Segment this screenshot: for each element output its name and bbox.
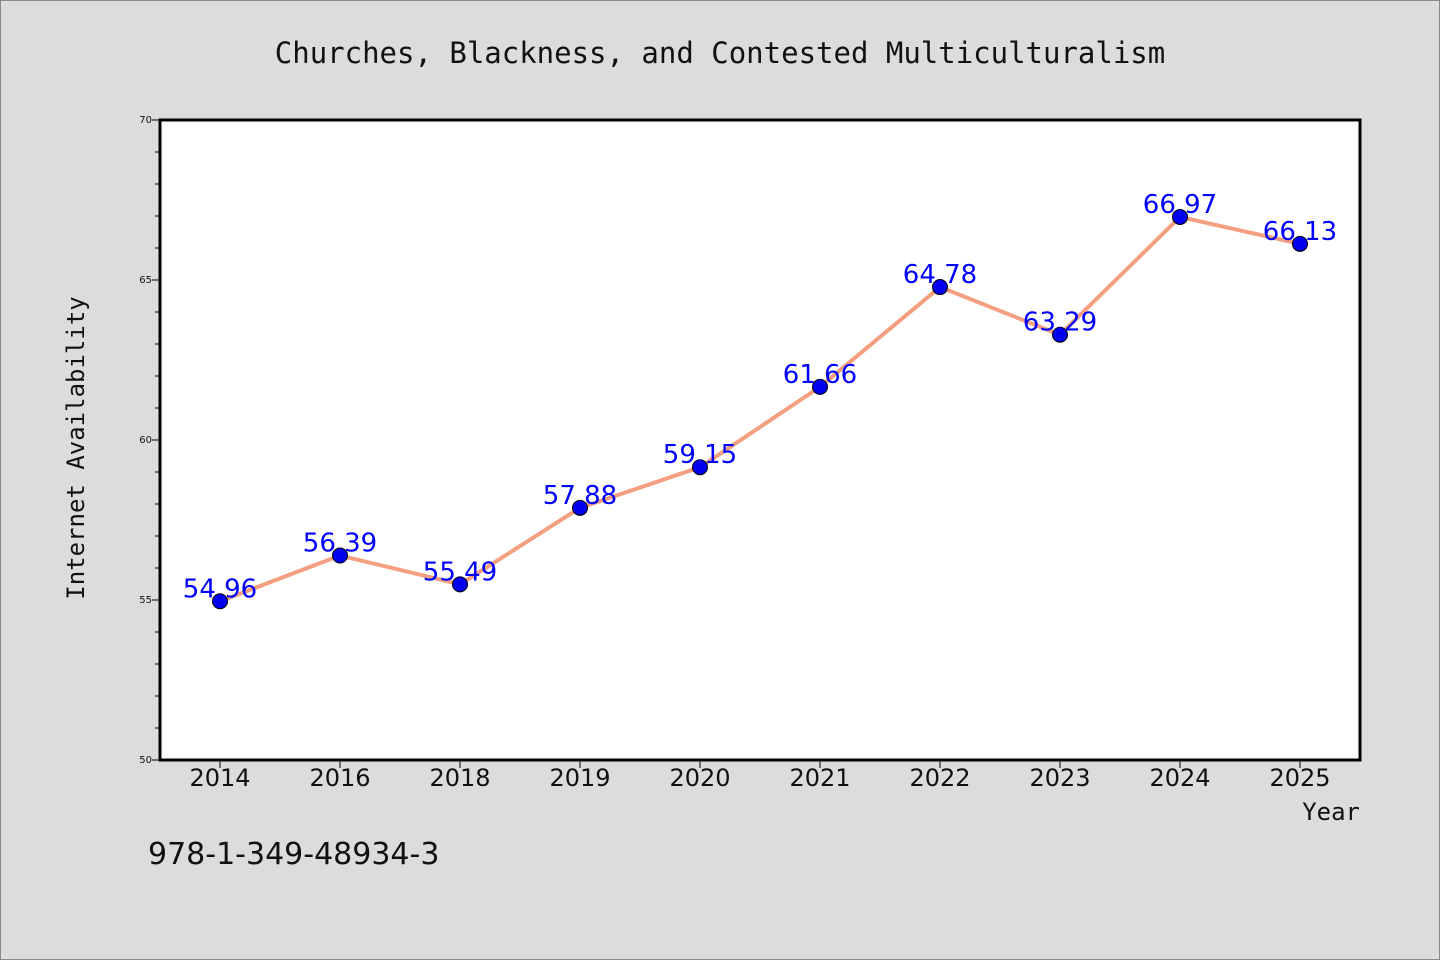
series-layer: 54.96 56.39 55.49 57.88 59.15 61.66 64.78 63.29… [183, 190, 1337, 610]
y-tick-label: 65 [139, 275, 152, 286]
y-tick-label: 50 [139, 755, 152, 766]
x-tick-label: 2025 [1269, 764, 1330, 792]
data-label: 54.96 [183, 574, 257, 604]
data-point [1292, 235, 1308, 252]
x-tick-label: 2018 [429, 764, 490, 792]
data-label: 63.29 [1023, 308, 1097, 338]
data-label: 66.13 [1263, 217, 1337, 247]
data-label: 64.78 [903, 260, 977, 290]
x-tick-label: 2020 [669, 764, 730, 792]
data-point [572, 499, 588, 516]
plot-area [158, 118, 1362, 762]
chart-title: Churches, Blackness, and Contested Multi… [275, 36, 1165, 70]
y-tick-label: 70 [139, 115, 152, 126]
y-axis: 50 55 60 65 70 [139, 115, 160, 766]
x-tick-label: 2023 [1029, 764, 1090, 792]
data-point [212, 593, 228, 610]
data-point [1172, 208, 1188, 225]
data-point [812, 378, 828, 395]
y-tick-label: 55 [139, 595, 152, 606]
x-axis: 2014 2016 2018 2019 2020 2021 2022 2023 2024 2025 [189, 760, 1331, 792]
isbn-footer: 978-1-349-48934-3 [148, 837, 439, 872]
data-label: 66.97 [1143, 190, 1217, 220]
y-tick-label: 60 [139, 435, 152, 446]
y-axis-label: Internet Availability [62, 296, 90, 599]
data-label: 57.88 [543, 481, 617, 511]
x-axis-label: Year [1302, 798, 1360, 826]
x-tick-label: 2021 [789, 764, 850, 792]
x-tick-label: 2019 [549, 764, 610, 792]
data-label: 61.66 [783, 360, 857, 390]
data-point [692, 459, 708, 476]
data-point [332, 547, 348, 564]
x-tick-label: 2016 [309, 764, 370, 792]
x-tick-label: 2024 [1149, 764, 1210, 792]
data-point [452, 576, 468, 593]
x-tick-label: 2014 [189, 764, 250, 792]
x-tick-label: 2022 [909, 764, 970, 792]
data-point [1052, 326, 1068, 343]
data-label: 59.15 [663, 440, 737, 470]
data-point [932, 279, 948, 296]
data-label: 55.49 [423, 557, 497, 587]
data-label: 56.39 [303, 529, 377, 559]
series-line [219, 214, 1301, 604]
